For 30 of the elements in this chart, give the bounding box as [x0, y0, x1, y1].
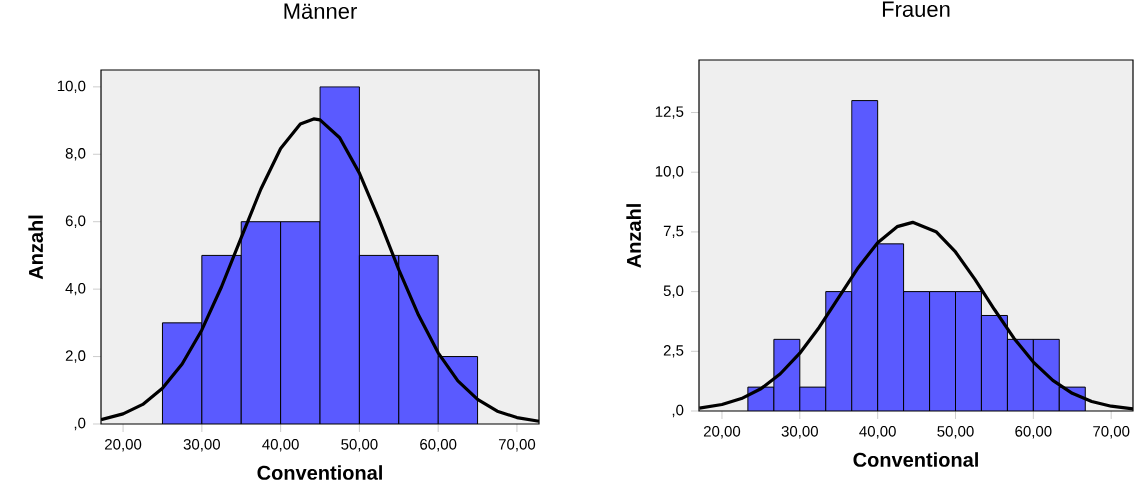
y-tick-label: 5,0: [663, 285, 684, 298]
y-tick-label: ,0: [672, 404, 684, 418]
chart-title: Frauen: [882, 1, 950, 17]
y-tick-label: ,0: [74, 417, 86, 431]
x-tick-label: 70,00: [1093, 426, 1130, 439]
y-tick-label: 4,0: [65, 282, 86, 296]
x-axis-title: Conventional: [853, 452, 978, 467]
x-tick-label: 60,00: [1015, 426, 1052, 439]
x-tick-label: 40,00: [262, 439, 299, 452]
x-tick-label: 70,00: [498, 439, 536, 452]
y-axis-title: Anzahl: [28, 215, 44, 280]
y-tick-label: 2,5: [663, 345, 684, 358]
y-tick-label: 7,5: [663, 225, 684, 239]
y-axis-title: Anzahl: [626, 204, 641, 268]
x-tick-label: 40,00: [859, 426, 896, 439]
y-tick-label: 8,0: [65, 148, 86, 161]
x-tick-label: 20,00: [703, 426, 741, 439]
x-tick-label: 60,00: [420, 439, 457, 452]
chart-title: Männer: [284, 3, 357, 19]
x-axis-title: Conventional: [257, 465, 382, 480]
y-tick-label: 6,0: [65, 215, 86, 228]
x-tick-label: 50,00: [341, 439, 378, 452]
x-tick-label: 30,00: [183, 439, 221, 452]
y-tick-label: 10,0: [655, 166, 684, 179]
x-tick-label: 30,00: [781, 426, 818, 439]
x-tick-label: 20,00: [105, 439, 142, 452]
y-tick-label: 12,5: [655, 106, 684, 119]
y-tick-label: 2,0: [65, 350, 86, 363]
y-tick-label: 10,0: [57, 80, 86, 94]
x-tick-label: 50,00: [937, 426, 974, 439]
